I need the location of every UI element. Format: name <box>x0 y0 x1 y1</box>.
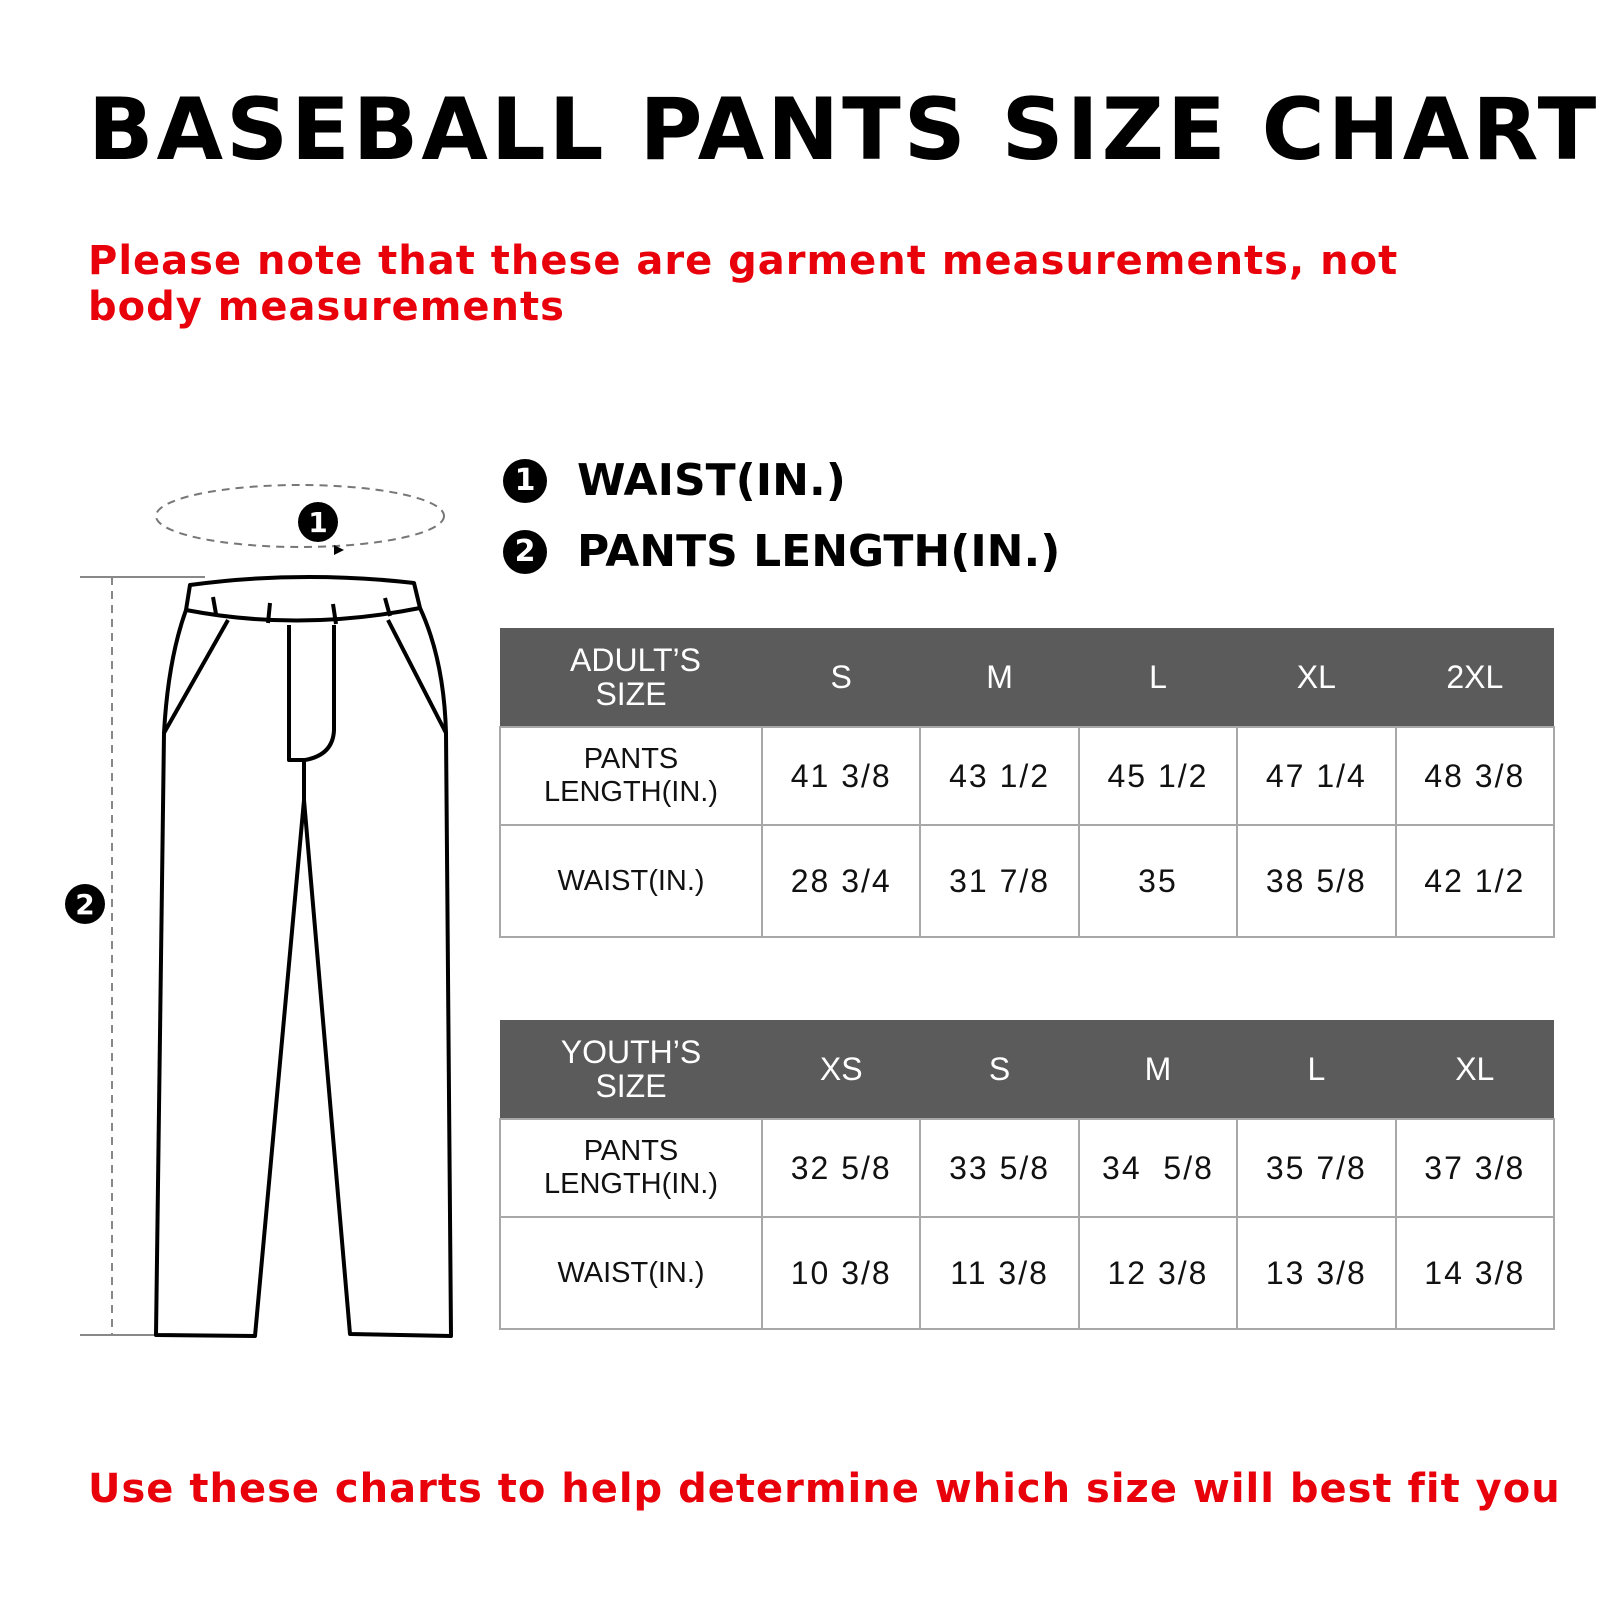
table-row: PANTS LENGTH(IN.) 32 5/8 33 5/8 34 5/8 3… <box>499 1118 1556 1218</box>
legend-label: WAIST(IN.) <box>577 455 846 506</box>
waist-marker-text: 1 <box>308 506 327 539</box>
table-cell: 48 3/8 <box>1394 726 1556 826</box>
waist-marker-icon <box>298 502 338 542</box>
length-marker-icon <box>65 884 105 924</box>
waist-measure-ellipse <box>155 484 445 548</box>
row-label: PANTS LENGTH(IN.) <box>499 726 763 826</box>
length-marker-text: 2 <box>75 888 94 921</box>
table-cell: 13 3/8 <box>1236 1216 1397 1330</box>
row-label: WAIST(IN.) <box>499 1216 763 1330</box>
row-label: WAIST(IN.) <box>499 824 763 938</box>
header-cell: XS <box>762 1020 921 1119</box>
header-cell: S <box>920 1020 1079 1119</box>
table-cell: 35 7/8 <box>1236 1118 1397 1218</box>
table-cell: 10 3/8 <box>760 1216 922 1330</box>
table-cell: 34 5/8 <box>1077 1118 1239 1218</box>
footer-note: Use these charts to help determine which… <box>88 1466 1561 1512</box>
youth-size-table: YOUTH’S SIZE XS S M L XL PANTS LENGTH(IN… <box>499 1020 1556 1330</box>
adult-size-table: ADULT’S SIZE S M L XL 2XL PANTS LENGTH(I… <box>499 628 1556 938</box>
legend-waist: 1 WAIST(IN.) <box>503 455 846 506</box>
table-cell: 33 5/8 <box>919 1118 1080 1218</box>
table-cell: 38 5/8 <box>1236 824 1397 938</box>
header-cell: XL <box>1395 1020 1554 1119</box>
waist-arrow-icon <box>334 545 344 555</box>
number-two-icon: 2 <box>503 529 547 574</box>
table-cell: 35 <box>1077 824 1239 938</box>
header-cell: M <box>1078 1020 1238 1119</box>
table-cell: 37 3/8 <box>1394 1118 1556 1218</box>
header-cell: S <box>762 628 921 727</box>
table-row: WAIST(IN.) 10 3/8 11 3/8 12 3/8 13 3/8 1… <box>499 1216 1556 1330</box>
table-cell: 12 3/8 <box>1077 1216 1239 1330</box>
row-label: PANTS LENGTH(IN.) <box>499 1118 763 1218</box>
garment-note: Please note that these are garment measu… <box>88 238 1399 330</box>
header-cell: 2XL <box>1395 628 1554 727</box>
table-cell: 28 3/4 <box>760 824 922 938</box>
legend-label: PANTS LENGTH(IN.) <box>577 526 1061 577</box>
table-cell: 14 3/8 <box>1394 1216 1556 1330</box>
table-cell: 43 1/2 <box>919 726 1080 826</box>
table-row: PANTS LENGTH(IN.) 41 3/8 43 1/2 45 1/2 4… <box>499 726 1556 826</box>
header-cell: ADULT’S SIZE <box>500 628 762 727</box>
table-cell: 32 5/8 <box>760 1118 922 1218</box>
pants-diagram: 1 2 <box>65 484 453 1338</box>
header-cell: L <box>1237 1020 1396 1119</box>
table-header-row: YOUTH’S SIZE XS S M L XL <box>500 1020 1554 1119</box>
legend-length: 2 PANTS LENGTH(IN.) <box>503 526 1060 577</box>
header-cell: YOUTH’S SIZE <box>500 1020 762 1119</box>
header-cell: L <box>1078 628 1238 727</box>
table-row: WAIST(IN.) 28 3/4 31 7/8 35 38 5/8 42 1/… <box>499 824 1556 938</box>
table-cell: 11 3/8 <box>919 1216 1080 1330</box>
page-title: BASEBALL PANTS SIZE CHART <box>88 80 1600 180</box>
table-header-row: ADULT’S SIZE S M L XL 2XL <box>500 628 1554 727</box>
table-cell: 41 3/8 <box>760 726 922 826</box>
header-cell: M <box>920 628 1079 727</box>
table-cell: 42 1/2 <box>1394 824 1556 938</box>
pants-outline <box>154 574 453 1338</box>
header-cell: XL <box>1237 628 1396 727</box>
table-cell: 47 1/4 <box>1236 726 1397 826</box>
table-cell: 45 1/2 <box>1077 726 1239 826</box>
number-one-icon: 1 <box>503 458 547 503</box>
table-cell: 31 7/8 <box>919 824 1080 938</box>
